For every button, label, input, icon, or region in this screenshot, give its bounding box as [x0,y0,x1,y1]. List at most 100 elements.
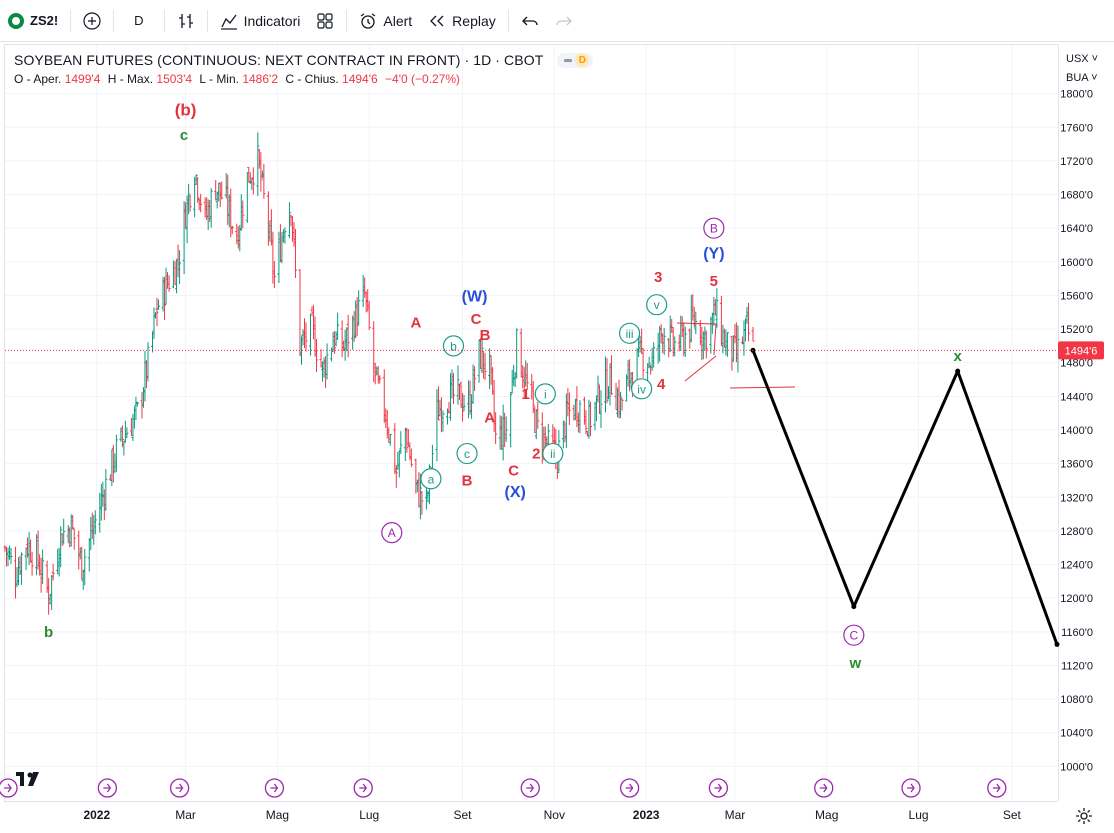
currency-selector[interactable]: USX ˅ BUA ˅ [1066,50,1098,88]
price-bar [72,528,76,550]
currency-button[interactable]: USX ˅ [1066,50,1098,69]
price-bar [388,433,392,446]
price-bar [462,394,466,412]
price-bar [456,365,460,405]
price-bar [605,358,609,404]
price-bar [20,552,24,585]
price-bar [561,420,565,449]
price-tick-label: 1520'0 [1060,324,1093,336]
price-bar [272,261,276,288]
price-bar [751,326,755,342]
currency-label: USX [1066,53,1089,65]
price-bar [641,347,645,378]
price-tick-label: 1040'0 [1060,728,1093,740]
projection-point [955,368,961,374]
time-tick-label: Nov [544,808,565,822]
price-bar [483,353,487,381]
undo-button[interactable] [513,5,547,37]
wave-label-text: 3 [654,269,662,286]
price-tick-label: 1200'0 [1060,593,1093,605]
price-bar [578,400,582,434]
last-price-marker: 1494'6 [5,341,1104,360]
redo-icon [555,12,573,30]
bars-chart-icon [177,12,195,30]
support-line [729,386,796,389]
settings-gear-icon[interactable] [1074,806,1094,826]
symbol-search-button[interactable]: ZS2! [0,5,66,37]
wave-label: i [534,383,556,405]
wave-label-text: 4 [657,376,666,393]
price-axis[interactable] [1058,44,1114,801]
price-tick-label: 1440'0 [1060,391,1093,403]
price-bar [146,342,150,382]
price-bar [93,510,97,535]
price-bar [30,551,34,576]
compare-add-button[interactable] [75,5,109,37]
price-bar [418,473,422,520]
price-bar [736,325,740,373]
redo-button[interactable] [547,5,581,37]
chart-type-button[interactable] [169,5,203,37]
wave-label-text: w [848,655,861,672]
price-tick-label: 1680'0 [1060,190,1093,202]
price-bar [167,275,171,292]
open-value: 1499'4 [64,72,101,86]
price-bar [230,225,234,235]
price-tick-label: 1760'0 [1060,122,1093,134]
triangle-pattern-upper [676,322,717,356]
price-bar [283,227,287,244]
interval-button[interactable]: D [118,5,159,37]
unit-button[interactable]: BUA ˅ [1066,69,1098,88]
wave-label-text: b [450,339,457,353]
wave-label-text: i [544,387,547,401]
price-bars [3,132,755,615]
series-title[interactable]: SOYBEAN FUTURES (CONTINUOUS: NEXT CONTRA… [14,52,544,68]
wave-label-text: 5 [710,273,718,290]
price-bar [51,563,55,581]
price-bar [325,343,329,380]
wave-label: iii [618,322,641,344]
open-label: O - Aper. [14,72,62,86]
wave-label-circle [646,294,668,316]
time-tick-label: Mag [266,808,289,822]
wave-label-text: a [428,472,435,486]
price-bar [504,416,508,442]
price-bar [9,547,13,565]
price-tick-label: 1280'0 [1060,526,1093,538]
price-bar [355,297,359,337]
wave-label-text: 1 [522,386,530,403]
chart-pane[interactable] [4,44,1114,833]
legend-status-pill[interactable]: D [557,52,594,68]
wave-label: 1 [522,386,530,403]
legend-title-row: SOYBEAN FUTURES (CONTINUOUS: NEXT CONTRA… [14,52,594,68]
price-tick-label: 1320'0 [1060,492,1093,504]
price-bar [584,410,588,435]
layouts-button[interactable] [308,5,342,37]
price-bar [196,176,200,203]
price-tick-label: 1480'0 [1060,358,1093,370]
legend-ohlc-row: O - Aper. 1499'4 H - Max. 1503'4 L - Min… [14,72,593,86]
alert-button[interactable]: Alert [351,5,420,37]
price-bar [287,202,291,239]
price-bar [220,181,224,200]
wave-label: A [410,314,421,331]
indicators-button[interactable]: Indicatori [212,5,309,37]
replay-button[interactable]: Replay [420,5,504,37]
price-bar [599,390,603,428]
price-bar [346,314,350,358]
indicators-icon [220,12,238,30]
price-bar [336,312,340,340]
indicators-label: Indicatori [243,12,301,29]
price-tick-label: 1400'0 [1060,425,1093,437]
price-tick-label: 1000'0 [1060,761,1093,773]
exchange-logo-icon [8,12,24,29]
price-bar [420,490,424,515]
price-bar [480,334,484,374]
price-tick-label: 1360'0 [1060,459,1093,471]
wave-label-circle [420,468,442,490]
wave-label-circle [631,378,653,400]
wave-label: w [848,655,861,672]
time-axis[interactable] [4,801,1058,833]
interval-badge: D [575,53,590,67]
